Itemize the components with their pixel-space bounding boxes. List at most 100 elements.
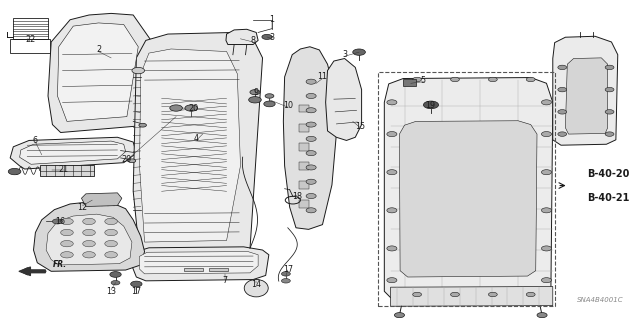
Circle shape (605, 65, 614, 70)
Polygon shape (226, 29, 258, 45)
Circle shape (424, 101, 438, 109)
Circle shape (387, 131, 397, 137)
Circle shape (105, 241, 117, 247)
Circle shape (264, 101, 275, 107)
Polygon shape (326, 58, 362, 140)
Text: 8: 8 (251, 36, 255, 45)
Text: 6: 6 (33, 136, 38, 145)
Circle shape (185, 105, 198, 111)
Text: 20: 20 (122, 155, 132, 164)
Circle shape (541, 278, 552, 283)
Ellipse shape (244, 279, 268, 297)
Circle shape (558, 132, 566, 136)
Polygon shape (298, 105, 308, 113)
Circle shape (306, 79, 316, 84)
Text: 21: 21 (59, 165, 69, 174)
Text: FR.: FR. (52, 260, 67, 269)
Circle shape (451, 77, 460, 82)
Circle shape (282, 278, 291, 283)
Text: 3: 3 (342, 50, 347, 59)
Circle shape (387, 278, 397, 283)
Text: 17: 17 (283, 264, 293, 274)
Circle shape (8, 168, 21, 175)
Circle shape (394, 313, 404, 318)
Polygon shape (399, 121, 537, 277)
Polygon shape (40, 165, 94, 176)
Circle shape (526, 77, 535, 82)
Circle shape (537, 313, 547, 318)
Text: 14: 14 (252, 280, 261, 289)
Text: 18: 18 (292, 191, 302, 201)
Circle shape (541, 246, 552, 251)
Circle shape (558, 65, 566, 70)
Circle shape (306, 194, 316, 198)
Text: 20: 20 (188, 104, 198, 113)
Circle shape (139, 123, 147, 127)
Text: B-40-20: B-40-20 (588, 169, 630, 179)
Circle shape (131, 281, 142, 287)
Circle shape (605, 132, 614, 136)
Polygon shape (10, 137, 136, 169)
Circle shape (387, 170, 397, 175)
Circle shape (111, 280, 120, 285)
Circle shape (110, 271, 121, 277)
Circle shape (265, 94, 274, 98)
Circle shape (105, 252, 117, 258)
Text: 2: 2 (96, 45, 101, 55)
Circle shape (413, 292, 422, 297)
Circle shape (262, 34, 272, 40)
Polygon shape (553, 36, 618, 145)
Circle shape (170, 105, 182, 111)
Text: 19: 19 (425, 101, 435, 110)
Text: 1: 1 (269, 15, 275, 24)
Text: B-40-21: B-40-21 (588, 193, 630, 203)
Circle shape (249, 97, 261, 103)
Circle shape (387, 100, 397, 105)
Circle shape (83, 218, 95, 225)
Polygon shape (298, 124, 308, 131)
Text: 22: 22 (25, 35, 35, 44)
Circle shape (306, 208, 316, 213)
Circle shape (387, 208, 397, 213)
Polygon shape (48, 13, 152, 132)
Circle shape (128, 159, 136, 163)
Circle shape (61, 252, 73, 258)
Circle shape (306, 179, 316, 184)
Circle shape (306, 136, 316, 141)
Polygon shape (403, 79, 416, 86)
Polygon shape (209, 268, 228, 271)
Circle shape (61, 218, 73, 225)
Circle shape (132, 67, 145, 74)
Polygon shape (81, 193, 122, 206)
Circle shape (541, 208, 552, 213)
Polygon shape (184, 268, 203, 271)
Circle shape (541, 100, 552, 105)
Circle shape (541, 170, 552, 175)
Circle shape (353, 49, 365, 55)
Text: 13: 13 (106, 287, 116, 296)
Text: 17: 17 (131, 287, 141, 296)
Text: 9: 9 (253, 88, 259, 97)
Circle shape (83, 241, 95, 247)
Circle shape (61, 241, 73, 247)
Text: SNA4B4001C: SNA4B4001C (577, 297, 623, 303)
Circle shape (451, 292, 460, 297)
Circle shape (83, 252, 95, 258)
Polygon shape (565, 58, 607, 134)
Polygon shape (58, 23, 138, 122)
Text: 10: 10 (283, 101, 292, 110)
Circle shape (387, 246, 397, 251)
Circle shape (306, 165, 316, 170)
Circle shape (52, 219, 63, 224)
Circle shape (558, 110, 566, 114)
Text: 7: 7 (222, 276, 227, 285)
Polygon shape (20, 141, 125, 164)
Text: 11: 11 (317, 72, 328, 81)
Polygon shape (298, 181, 308, 189)
Polygon shape (284, 47, 337, 229)
Circle shape (105, 218, 117, 225)
Text: 15: 15 (355, 122, 365, 131)
Polygon shape (133, 33, 262, 256)
Circle shape (250, 90, 260, 95)
Circle shape (526, 292, 535, 297)
